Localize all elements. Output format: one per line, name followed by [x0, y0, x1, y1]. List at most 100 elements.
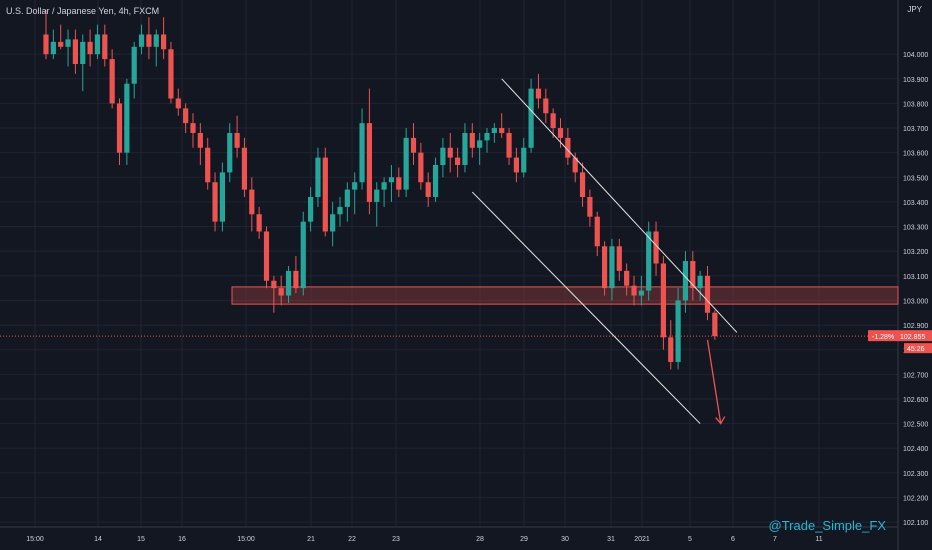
candle-body[interactable] — [543, 98, 549, 114]
candle-body[interactable] — [594, 216, 600, 247]
candle-body[interactable] — [388, 177, 395, 183]
candle-body[interactable] — [293, 270, 299, 289]
candle-body[interactable] — [440, 147, 446, 165]
candle-body[interactable] — [690, 261, 696, 289]
candle-body[interactable] — [330, 214, 336, 232]
timer-tag — [904, 343, 932, 354]
candle-body[interactable] — [425, 182, 431, 198]
candle-body[interactable] — [697, 275, 703, 289]
candle-body[interactable] — [344, 189, 350, 207]
candle-body[interactable] — [506, 132, 512, 158]
candle-body[interactable] — [359, 123, 365, 183]
candle-body[interactable] — [322, 157, 328, 232]
candle-body[interactable] — [124, 83, 130, 153]
candle-body[interactable] — [535, 88, 542, 99]
x-tick-label: 21 — [307, 536, 315, 543]
candle-body[interactable] — [557, 128, 564, 138]
candle-body[interactable] — [146, 34, 152, 47]
candle-body[interactable] — [660, 263, 666, 338]
candle-body[interactable] — [72, 39, 78, 65]
candle-body[interactable] — [212, 182, 218, 222]
candle-body[interactable] — [43, 34, 49, 55]
candle-body[interactable] — [366, 123, 372, 202]
candle-body[interactable] — [219, 172, 225, 222]
candle-body[interactable] — [646, 231, 652, 291]
candle-body[interactable] — [241, 147, 248, 190]
candle-body[interactable] — [624, 270, 630, 286]
candle-body[interactable] — [58, 41, 64, 47]
candle-body[interactable] — [381, 182, 387, 190]
candle-body[interactable] — [300, 221, 306, 289]
candle-body[interactable] — [631, 285, 637, 296]
candle-body[interactable] — [168, 49, 174, 99]
candle-body[interactable] — [513, 157, 519, 173]
candle-body[interactable] — [469, 132, 475, 148]
candle-body[interactable] — [308, 197, 314, 222]
candle-body[interactable] — [675, 300, 681, 363]
candle-body[interactable] — [521, 147, 527, 173]
candle-body[interactable] — [190, 123, 196, 133]
x-tick-label: 15:00 — [237, 536, 255, 543]
candle-body[interactable] — [161, 34, 167, 50]
candle-body[interactable] — [396, 177, 402, 190]
candle-body[interactable] — [609, 246, 615, 289]
candle-body[interactable] — [80, 41, 86, 65]
x-tick-label: 31 — [607, 536, 615, 543]
candle-body[interactable] — [462, 132, 468, 165]
candle-body[interactable] — [138, 34, 145, 47]
candle-body[interactable] — [374, 189, 380, 202]
candle-body[interactable] — [256, 214, 262, 232]
candle-body[interactable] — [263, 231, 270, 281]
candle-body[interactable] — [50, 41, 56, 55]
candle-body[interactable] — [565, 137, 571, 158]
y-tick-label: 103.500 — [903, 175, 928, 182]
candle-body[interactable] — [249, 189, 255, 215]
candle-body[interactable] — [579, 172, 586, 198]
candle-body[interactable] — [410, 137, 417, 153]
candle-body[interactable] — [65, 39, 71, 47]
candle-body[interactable] — [183, 108, 189, 124]
candle-body[interactable] — [432, 164, 439, 198]
x-tick-label: 2021 — [634, 536, 650, 543]
candle-body[interactable] — [271, 280, 277, 289]
candle-body[interactable] — [587, 197, 593, 217]
candle-body[interactable] — [638, 290, 644, 296]
candle-body[interactable] — [528, 88, 534, 148]
candle-body[interactable] — [403, 137, 409, 190]
candle-body[interactable] — [116, 103, 123, 153]
candle-body[interactable] — [491, 128, 497, 133]
candle-body[interactable] — [499, 128, 505, 133]
candle-body[interactable] — [616, 246, 622, 271]
candle-body[interactable] — [447, 147, 453, 158]
candle-body[interactable] — [131, 46, 137, 84]
candle-body[interactable] — [234, 132, 240, 148]
candle-body[interactable] — [109, 59, 115, 104]
candle-body[interactable] — [352, 182, 358, 190]
candle-body[interactable] — [572, 157, 578, 173]
y-tick-label: 103.800 — [903, 101, 928, 108]
candle-body[interactable] — [455, 157, 461, 165]
candle-body[interactable] — [278, 288, 284, 296]
candle-body[interactable] — [704, 275, 711, 313]
candle-body[interactable] — [285, 270, 292, 296]
candle-body[interactable] — [87, 41, 93, 55]
candle-body[interactable] — [94, 34, 101, 55]
candle-body[interactable] — [197, 132, 203, 148]
candle-body[interactable] — [484, 132, 490, 141]
candle-body[interactable] — [418, 152, 424, 183]
candle-body[interactable] — [315, 157, 321, 198]
candle-body[interactable] — [153, 34, 159, 47]
candle-body[interactable] — [477, 140, 483, 148]
candle-body[interactable] — [602, 246, 608, 289]
candle-body[interactable] — [668, 337, 674, 363]
candle-body[interactable] — [205, 147, 211, 183]
candle-body[interactable] — [682, 261, 689, 301]
candle-body[interactable] — [550, 113, 556, 129]
candle-body[interactable] — [227, 132, 233, 173]
candle-body[interactable] — [175, 98, 181, 109]
candle-body[interactable] — [102, 34, 108, 60]
candle-body[interactable] — [337, 206, 343, 215]
candle-body[interactable] — [653, 231, 659, 264]
candle-body[interactable] — [712, 312, 718, 337]
